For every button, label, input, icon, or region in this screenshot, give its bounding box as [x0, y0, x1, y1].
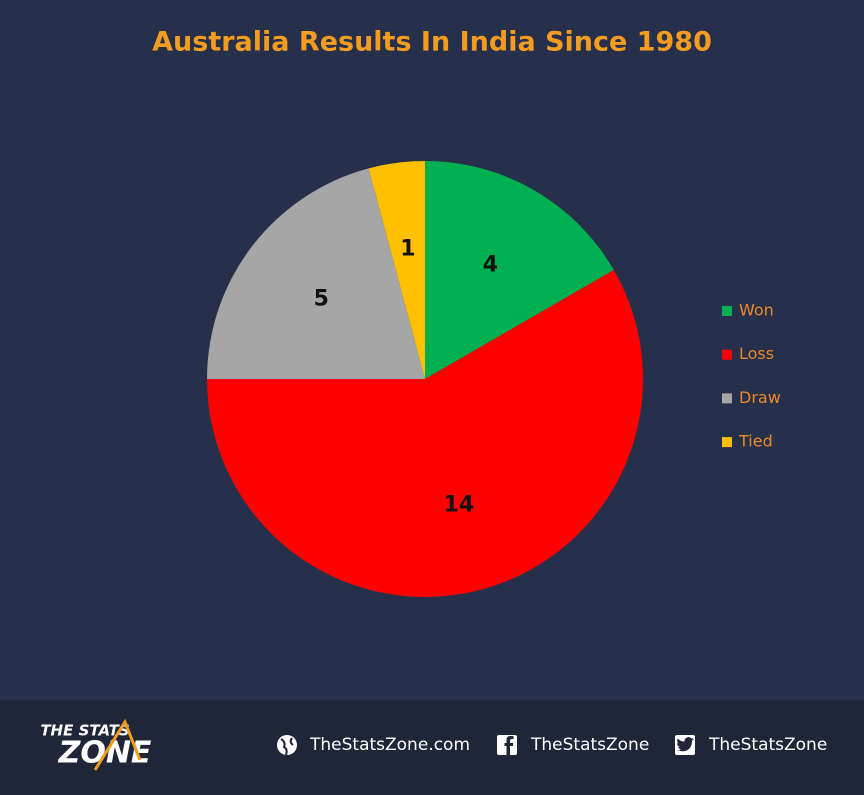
logo-top: THE STATS	[40, 722, 129, 740]
legend-swatch	[722, 393, 732, 404]
legend: Won Loss Draw Tied	[722, 301, 781, 451]
pie-slice	[425, 161, 614, 379]
legend-swatch	[722, 437, 732, 448]
legend-label: Loss	[739, 344, 774, 363]
data-label: 14	[444, 492, 475, 517]
pie-slice	[207, 270, 643, 598]
data-label: 1	[400, 236, 415, 261]
logo-swoosh	[93, 718, 142, 771]
facebook-glyph	[504, 736, 514, 755]
data-label: 4	[483, 253, 498, 278]
pie: 4 14 5 1	[207, 161, 643, 598]
globe-detail	[280, 737, 294, 756]
twitter-link[interactable]: TheStatsZone	[708, 735, 827, 755]
pie-slice	[207, 168, 425, 379]
legend-swatch	[722, 306, 732, 316]
legend-label: Tied	[738, 432, 773, 451]
facebook-link[interactable]: TheStatsZone	[530, 735, 649, 755]
twitter-glyph	[677, 737, 694, 752]
legend-label: Won	[739, 301, 774, 320]
data-label: 5	[314, 286, 329, 311]
chart-title: Australia Results In India Since 1980	[152, 27, 712, 58]
pie-slice	[368, 161, 425, 379]
website-link[interactable]: TheStatsZone.com	[309, 735, 470, 755]
legend-swatch	[722, 349, 732, 360]
footer-background	[0, 700, 864, 791]
legend-label: Draw	[739, 388, 781, 407]
